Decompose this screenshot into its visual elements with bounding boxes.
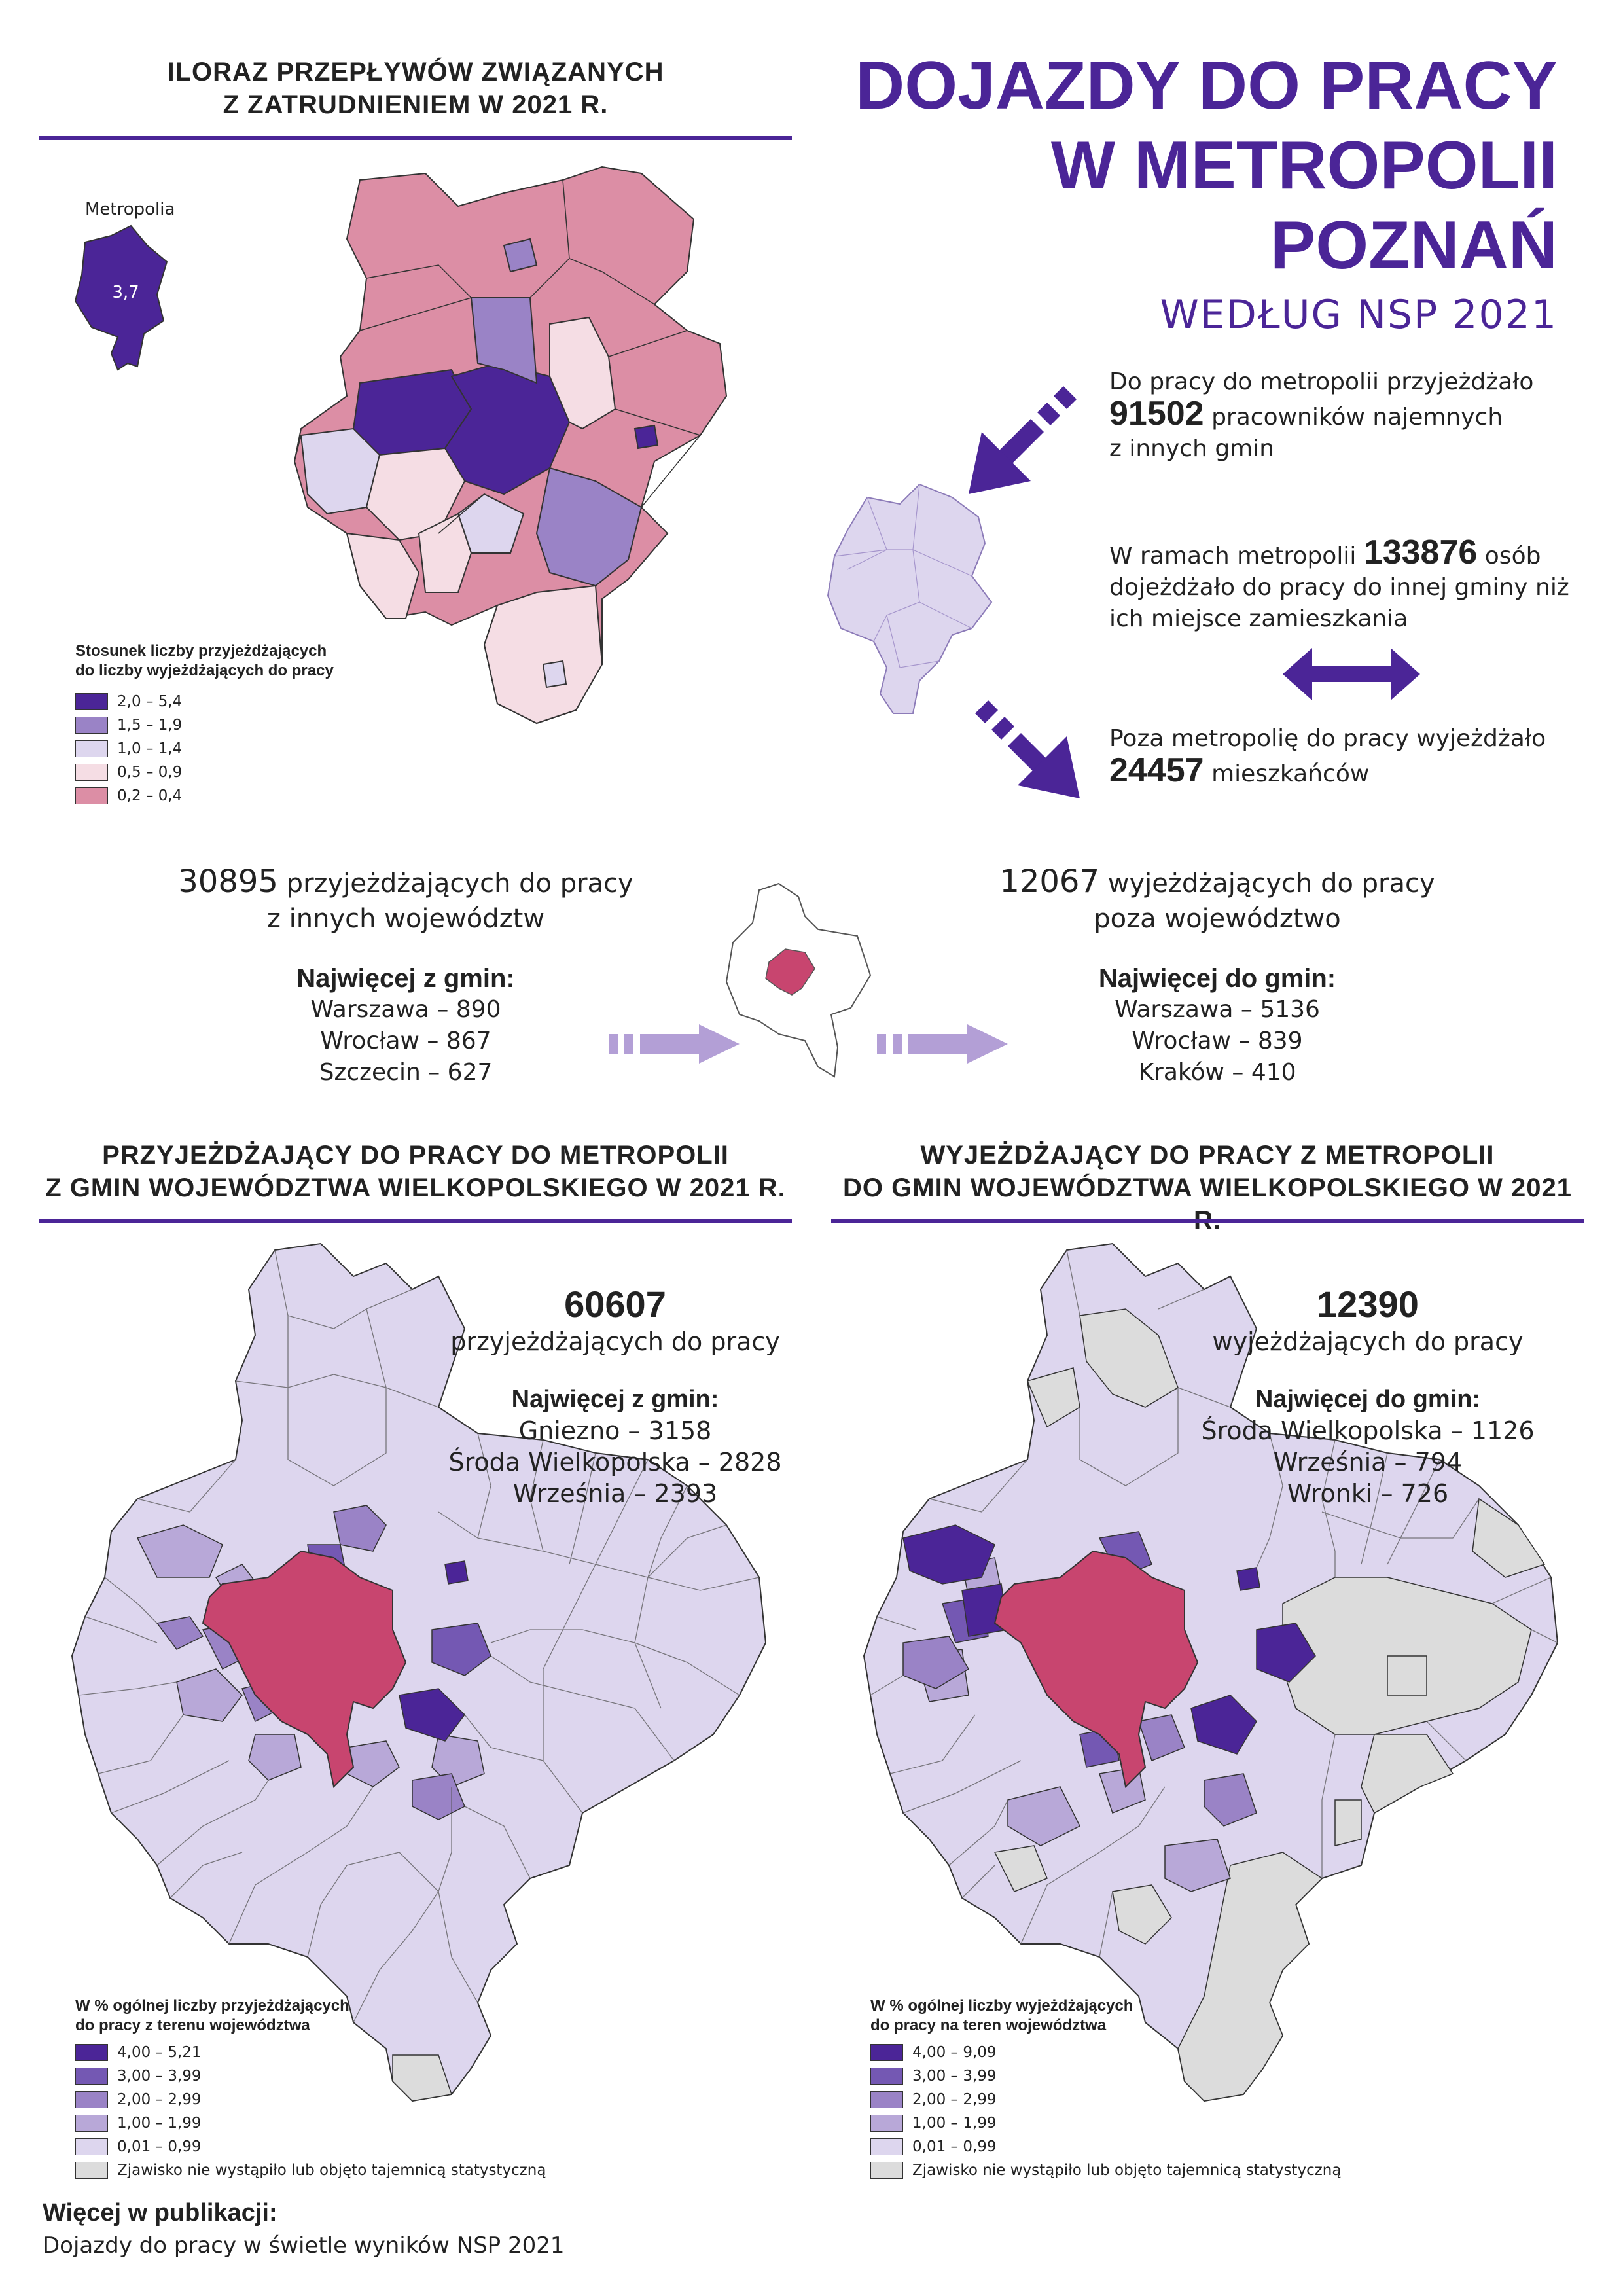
quotient-legend-title: Stosunek liczby przyjeżdżających do licz… — [75, 642, 334, 679]
inset-label: Metropolia — [85, 200, 175, 219]
legend-label: 2,00 – 2,99 — [912, 2091, 997, 2108]
legend-item: 1,00 – 1,99 — [870, 2111, 1341, 2135]
map-in-value: 60607 — [564, 1283, 666, 1325]
footer-publication-link[interactable]: Dojazdy do pracy w świetle wyników NSP 2… — [43, 2233, 565, 2259]
legend-label: 1,00 – 1,99 — [912, 2115, 997, 2132]
legend-swatch — [870, 2044, 903, 2061]
inset-value: 3,7 — [112, 283, 139, 302]
within-value: 133876 — [1363, 533, 1478, 571]
legend-label: 1,00 – 1,99 — [117, 2115, 202, 2132]
inset-metropolis-map: 3,7 — [74, 224, 168, 371]
legend-item: 0,01 – 0,99 — [870, 2135, 1341, 2159]
map-in-legend: W % ogólnej liczby przyjeżdżających do p… — [75, 1996, 546, 2182]
legend-label: 1,0 – 1,4 — [117, 740, 183, 757]
footer: Więcej w publikacji: Dojazdy do pracy w … — [43, 2196, 565, 2261]
legend-swatch — [870, 2115, 903, 2132]
inflow-text: Do pracy do metropolii przyjeżdżało 9150… — [1109, 368, 1534, 462]
quotient-legend-items: 2,0 – 5,4 1,5 – 1,9 1,0 – 1,4 0,5 – 0,9 0,2 … — [75, 690, 334, 808]
map-out-legend: W % ogólnej liczby wyjeżdżających do pra… — [870, 1996, 1341, 2182]
map-in-stats: 60607 przyjeżdżających do pracy Najwięce… — [406, 1283, 825, 1509]
inflow-arrow — [969, 386, 1077, 494]
legend-label: 3,00 – 3,99 — [912, 2068, 997, 2085]
legend-item: 2,00 – 2,99 — [75, 2088, 546, 2111]
legend-label: 0,5 – 0,9 — [117, 764, 183, 781]
legend-item: 1,5 – 1,9 — [75, 713, 334, 737]
legend-item: 1,00 – 1,99 — [75, 2111, 546, 2135]
legend-item: Zjawisko nie wystąpiło lub objęto tajemn… — [75, 2159, 546, 2182]
legend-item: 2,00 – 2,99 — [870, 2088, 1341, 2111]
legend-label: 2,0 – 5,4 — [117, 693, 183, 710]
voiv-in-value: 30895 — [178, 863, 278, 900]
legend-swatch — [870, 2162, 903, 2179]
legend-item: 1,0 – 1,4 — [75, 737, 334, 761]
quotient-map — [293, 166, 728, 725]
legend-item: 3,00 – 3,99 — [870, 2064, 1341, 2088]
outflow-text: Poza metropolię do pracy wyjeżdżało 2445… — [1109, 725, 1546, 789]
map-in-title: PRZYJEŻDŻAJĄCY DO PRACY DO METROPOLII Z … — [45, 1141, 786, 1202]
legend-label: 3,00 – 3,99 — [117, 2068, 202, 2085]
legend-label: Zjawisko nie wystąpiło lub objęto tajemn… — [912, 2162, 1342, 2179]
voiv-in-block: 30895 przyjeżdżających do pracy z innych… — [178, 863, 633, 1086]
legend-label: 1,5 – 1,9 — [117, 717, 183, 734]
legend-swatch — [75, 2044, 108, 2061]
legend-label: 0,01 – 0,99 — [117, 2138, 202, 2155]
legend-swatch — [75, 2091, 108, 2108]
legend-swatch — [75, 2138, 108, 2155]
legend-item: 3,00 – 3,99 — [75, 2064, 546, 2088]
quotient-map-title: ILORAZ PRZEPŁYWÓW ZWIĄZANYCH Z ZATRUDNIE… — [167, 58, 664, 119]
legend-item: 2,0 – 5,4 — [75, 690, 334, 713]
metropolis-outline-map — [827, 483, 993, 714]
legend-swatch — [870, 2138, 903, 2155]
within-text: W ramach metropolii 133876 osób dojeżdża… — [1109, 533, 1569, 632]
map-out-stats: 12390 wyjeżdżających do pracy Najwięcej … — [1158, 1283, 1577, 1509]
legend-item: 0,2 – 0,4 — [75, 784, 334, 808]
main-subtitle: WEDŁUG NSP 2021 — [1160, 292, 1558, 338]
legend-label: 2,00 – 2,99 — [117, 2091, 202, 2108]
map-out-legend-title: W % ogólnej liczby wyjeżdżających do pra… — [870, 1997, 1133, 2034]
quotient-map-rule — [39, 136, 792, 140]
voiv-out-block: 12067 wyjeżdżających do pracy poza wojew… — [999, 863, 1435, 1086]
footer-title: Więcej w publikacji: — [43, 2199, 277, 2227]
main-title: DOJAZDY DO PRACY W METROPOLII POZNAŃ WED… — [855, 46, 1558, 344]
legend-item: 4,00 – 5,21 — [75, 2041, 546, 2064]
map-in-rule — [39, 1219, 792, 1223]
outflow-arrow — [975, 700, 1080, 798]
voivodeship-outline-map — [725, 882, 872, 1078]
map-in-legend-items: 4,00 – 5,21 3,00 – 3,99 2,00 – 2,99 1,00 – … — [75, 2041, 546, 2182]
within-arrow — [1283, 648, 1420, 700]
legend-swatch — [75, 2068, 108, 2085]
quotient-legend: Stosunek liczby przyjeżdżających do licz… — [75, 641, 334, 808]
inflow-value: 91502 — [1109, 395, 1204, 433]
legend-label: 4,00 – 5,21 — [117, 2044, 202, 2061]
legend-label: 0,2 – 0,4 — [117, 787, 183, 804]
map-out-legend-items: 4,00 – 9,09 3,00 – 3,99 2,00 – 2,99 1,00 – … — [870, 2041, 1341, 2182]
map-in — [71, 1242, 767, 2102]
legend-label: 0,01 – 0,99 — [912, 2138, 997, 2155]
map-out — [863, 1242, 1559, 2102]
voiv-out-value: 12067 — [999, 863, 1100, 900]
outflow-value: 24457 — [1109, 751, 1204, 789]
legend-swatch — [75, 717, 108, 734]
map-out-rule — [831, 1219, 1584, 1223]
legend-item: 4,00 – 9,09 — [870, 2041, 1341, 2064]
voiv-in-arrow — [609, 1024, 740, 1064]
map-in-legend-title: W % ogólnej liczby przyjeżdżających do p… — [75, 1997, 349, 2034]
legend-item: 0,5 – 0,9 — [75, 761, 334, 784]
map-out-value: 12390 — [1317, 1283, 1419, 1325]
legend-swatch — [75, 2162, 108, 2179]
legend-swatch — [870, 2068, 903, 2085]
legend-swatch — [75, 740, 108, 757]
legend-item: Zjawisko nie wystąpiło lub objęto tajemn… — [870, 2159, 1341, 2182]
legend-swatch — [75, 764, 108, 781]
legend-swatch — [870, 2091, 903, 2108]
legend-swatch — [75, 2115, 108, 2132]
legend-item: 0,01 – 0,99 — [75, 2135, 546, 2159]
legend-swatch — [75, 787, 108, 804]
voiv-out-arrow — [877, 1024, 1008, 1064]
legend-label: Zjawisko nie wystąpiło lub objęto tajemn… — [117, 2162, 546, 2179]
legend-swatch — [75, 693, 108, 710]
legend-label: 4,00 – 9,09 — [912, 2044, 997, 2061]
map-out-title: WYJEŻDŻAJĄCY DO PRACY Z METROPOLII DO GM… — [843, 1141, 1572, 1235]
